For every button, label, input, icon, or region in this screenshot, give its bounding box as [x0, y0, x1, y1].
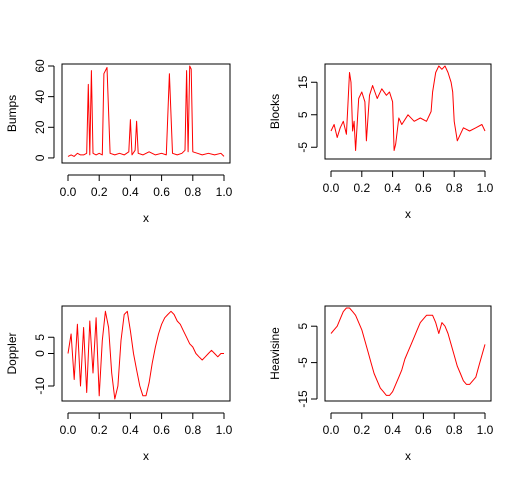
blocks-y-tick-label: -5: [296, 142, 310, 153]
blocks-series-line: [330, 65, 486, 151]
heavisine-y-axis-title: Heavisine: [268, 327, 282, 380]
doppler-x-tick-label: 0.8: [184, 423, 201, 437]
bumps-y-tick-label: 20: [33, 120, 47, 134]
bumps-x-tick-label: 0.6: [153, 185, 170, 199]
blocks-x-tick-label: 0.8: [446, 181, 463, 195]
doppler-x-tick-label: 0.2: [91, 423, 108, 437]
blocks-plot-frame: [324, 63, 492, 160]
bumps-y-tick-label: 40: [33, 90, 47, 104]
blocks-x-tick-label: 0.4: [384, 181, 401, 195]
bumps-series-line: [67, 65, 225, 157]
doppler-panel: 0.0 0.2 0.4 0.6 0.8 1.0 x -10 0 5 Doppler: [5, 305, 233, 463]
doppler-x-tick-label: 0.0: [60, 423, 77, 437]
bumps-x-tick-label: 0.8: [184, 185, 201, 199]
heavisine-plot-frame: [324, 305, 492, 402]
blocks-x-tick-label: 0.6: [415, 181, 432, 195]
heavisine-x-tick-label: 0.2: [353, 423, 370, 437]
bumps-y-axis-title: Bumps: [5, 95, 19, 132]
heavisine-x-axis-title: x: [405, 449, 411, 463]
heavisine-x-tick-label: 1.0: [477, 423, 494, 437]
blocks-y-axis-title: Blocks: [268, 94, 282, 129]
doppler-y-tick-label: -10: [33, 377, 47, 395]
bumps-x-tick-label: 1.0: [216, 185, 233, 199]
heavisine-x-tick-label: 0.0: [323, 423, 340, 437]
heavisine-y-tick-label: -15: [296, 390, 310, 408]
heavisine-x-tick-label: 0.6: [415, 423, 432, 437]
blocks-x-tick-label: 0.2: [353, 181, 370, 195]
heavisine-x-tick-label: 0.8: [446, 423, 463, 437]
doppler-y-tick-label: 5: [33, 334, 47, 341]
doppler-x-tick-label: 1.0: [216, 423, 233, 437]
doppler-x-tick-label: 0.4: [122, 423, 139, 437]
heavisine-y-tick-label: 5: [296, 323, 310, 330]
bumps-x-tick-label: 0.4: [122, 185, 139, 199]
blocks-x-tick-label: 0.0: [323, 181, 340, 195]
blocks-x-tick-label: 1.0: [477, 181, 494, 195]
bumps-y-tick-label: 0: [33, 154, 47, 161]
bumps-x-axis-title: x: [143, 211, 149, 225]
bumps-y-tick-label: 60: [33, 59, 47, 73]
doppler-series-line: [67, 310, 224, 400]
bumps-x-tick-label: 0.0: [60, 185, 77, 199]
blocks-y-tick-label: 15: [296, 75, 310, 89]
heavisine-y-tick-label: -5: [296, 357, 310, 368]
heavisine-series-line: [330, 307, 486, 396]
blocks-x-axis-title: x: [405, 207, 411, 221]
doppler-y-tick-label: 0: [33, 350, 47, 357]
doppler-plot-frame: [61, 305, 231, 402]
bumps-x-tick-label: 0.2: [91, 185, 108, 199]
doppler-y-axis-title: Doppler: [5, 332, 19, 374]
blocks-y-tick-label: 5: [296, 111, 310, 118]
bumps-panel: 0.0 0.2 0.4 0.6 0.8 1.0 x 0 20 40 60 Bumps: [5, 59, 233, 225]
blocks-panel: 0.0 0.2 0.4 0.6 0.8 1.0 x -5 5 15 Blocks: [268, 63, 494, 221]
bumps-plot-frame: [61, 63, 231, 164]
heavisine-panel: 0.0 0.2 0.4 0.6 0.8 1.0 x -15 -5 5 Heavisine: [268, 305, 494, 463]
doppler-x-tick-label: 0.6: [153, 423, 170, 437]
heavisine-x-tick-label: 0.4: [384, 423, 401, 437]
doppler-x-axis-title: x: [143, 449, 149, 463]
